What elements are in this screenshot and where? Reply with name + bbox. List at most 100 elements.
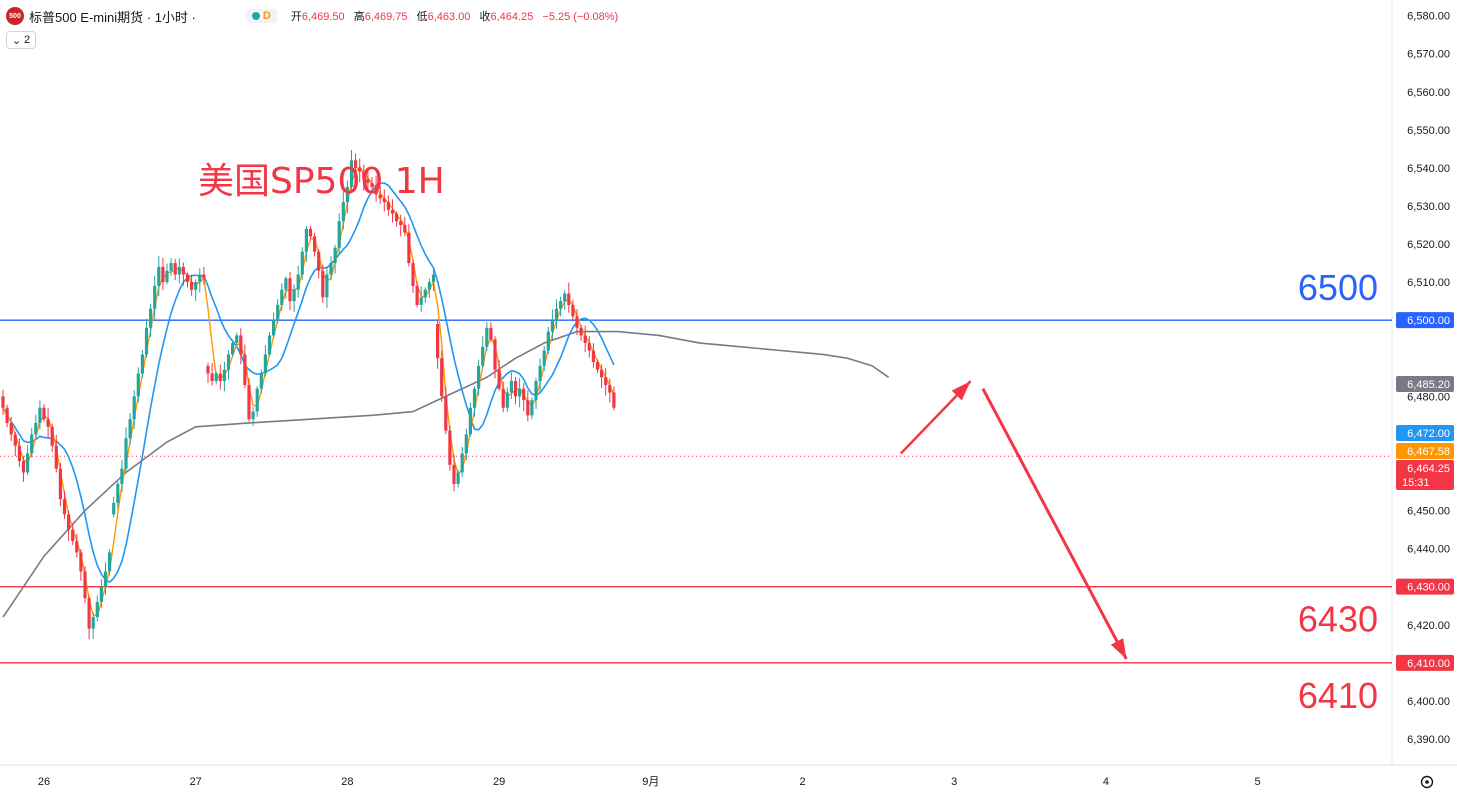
candle-body: [546, 331, 550, 351]
candle-body: [231, 343, 235, 355]
candle-43: [177, 258, 181, 284]
candle-body: [153, 285, 157, 309]
candle-18: [75, 533, 79, 558]
candle-body: [395, 213, 399, 222]
candle-88: [362, 164, 366, 191]
candle-107: [440, 350, 444, 402]
candle-74: [304, 226, 308, 262]
candle-139: [571, 299, 575, 322]
candle-100: [411, 259, 415, 293]
candle-16: [67, 510, 71, 541]
candle-59: [243, 344, 247, 389]
candle-44: [181, 262, 185, 286]
candle-137: [563, 290, 567, 310]
candle-38: [157, 256, 161, 297]
price-tag-2: 6,467.58: [1407, 446, 1450, 458]
candle-101: [415, 281, 419, 308]
candle-140: [575, 309, 579, 336]
candle-body: [280, 289, 284, 305]
candle-body: [165, 270, 169, 283]
symbol-title[interactable]: 标普500 E-mini期货 · 1小时 ·: [29, 9, 196, 25]
candle-23: [95, 595, 99, 622]
candle-body: [140, 354, 144, 374]
candle-41: [169, 258, 173, 276]
candle-body: [485, 327, 489, 347]
candle-body: [284, 278, 288, 290]
candle-67: [276, 299, 280, 324]
indicators-collapse-button[interactable]: ⌄ 2: [6, 31, 36, 49]
candle-body: [46, 419, 50, 427]
candle-body: [403, 225, 407, 233]
candle-body: [83, 571, 87, 599]
candle-body: [366, 179, 370, 184]
candle-body: [169, 263, 173, 271]
candle-body: [161, 266, 165, 283]
candle-57: [235, 332, 239, 346]
candle-82: [337, 212, 341, 255]
candle-body: [79, 552, 83, 572]
candle-131: [538, 358, 542, 393]
candle-13: [54, 434, 58, 473]
candle-body: [411, 263, 415, 286]
candle-138: [567, 282, 571, 313]
candle-42: [173, 259, 177, 281]
ohlc-readout: 开6,469.50 高6,469.75 低6,463.00 收6,464.25 …: [291, 8, 624, 24]
candle-78: [321, 264, 325, 303]
candle-12: [50, 423, 54, 452]
forecast-down-arrowhead-icon: [1110, 638, 1127, 660]
candle-body: [407, 232, 411, 264]
candle-body: [530, 400, 534, 416]
candle-111: [456, 469, 460, 488]
candle-54: [222, 361, 226, 392]
candle-142: [583, 325, 587, 353]
candle-body: [259, 373, 263, 389]
candle-body: [423, 289, 427, 298]
candle-body: [1, 396, 5, 408]
candle-49: [202, 267, 206, 285]
time-tick-6: 3: [951, 776, 957, 788]
candle-body: [341, 202, 345, 222]
candle-141: [579, 324, 583, 342]
candle-47: [194, 279, 198, 302]
candle-body: [177, 266, 181, 275]
candle-81: [333, 244, 337, 274]
data-status-pill[interactable]: D: [245, 9, 277, 23]
candle-58: [239, 328, 243, 365]
candle-51: [210, 363, 214, 386]
candle-body: [239, 335, 243, 355]
close-label: 收: [479, 11, 491, 23]
market-open-icon: [251, 12, 260, 20]
candle-76: [313, 232, 317, 257]
candle-102: [419, 286, 423, 312]
ma-fast-line: [2, 165, 615, 617]
candle-body: [42, 407, 46, 420]
candle-body: [604, 377, 608, 385]
candle-21: [87, 595, 91, 640]
level-axis-bg-2: [1396, 654, 1454, 671]
candle-body: [337, 221, 341, 248]
candle-body: [509, 381, 513, 393]
candle-body: [489, 327, 493, 340]
candle-body: [267, 335, 272, 355]
forecast-up-arrowhead-icon: [951, 381, 971, 401]
candle-body: [354, 160, 358, 168]
candle-103: [423, 287, 427, 303]
candle-body: [374, 186, 378, 195]
candle-79: [325, 267, 329, 308]
candle-body: [325, 274, 329, 298]
candle-body: [120, 468, 124, 484]
candle-body: [538, 365, 542, 382]
candle-body: [345, 186, 349, 203]
candle-65: [267, 331, 272, 357]
candle-body: [276, 304, 280, 321]
candle-body: [71, 529, 75, 541]
candle-body: [136, 373, 140, 397]
candle-body: [472, 388, 477, 408]
candle-body: [444, 396, 448, 431]
price-tick-6: 6,520.00: [1407, 239, 1450, 251]
candle-body: [440, 358, 444, 397]
candle-body: [190, 282, 194, 290]
candle-115: [472, 386, 477, 417]
candle-body: [456, 472, 460, 484]
